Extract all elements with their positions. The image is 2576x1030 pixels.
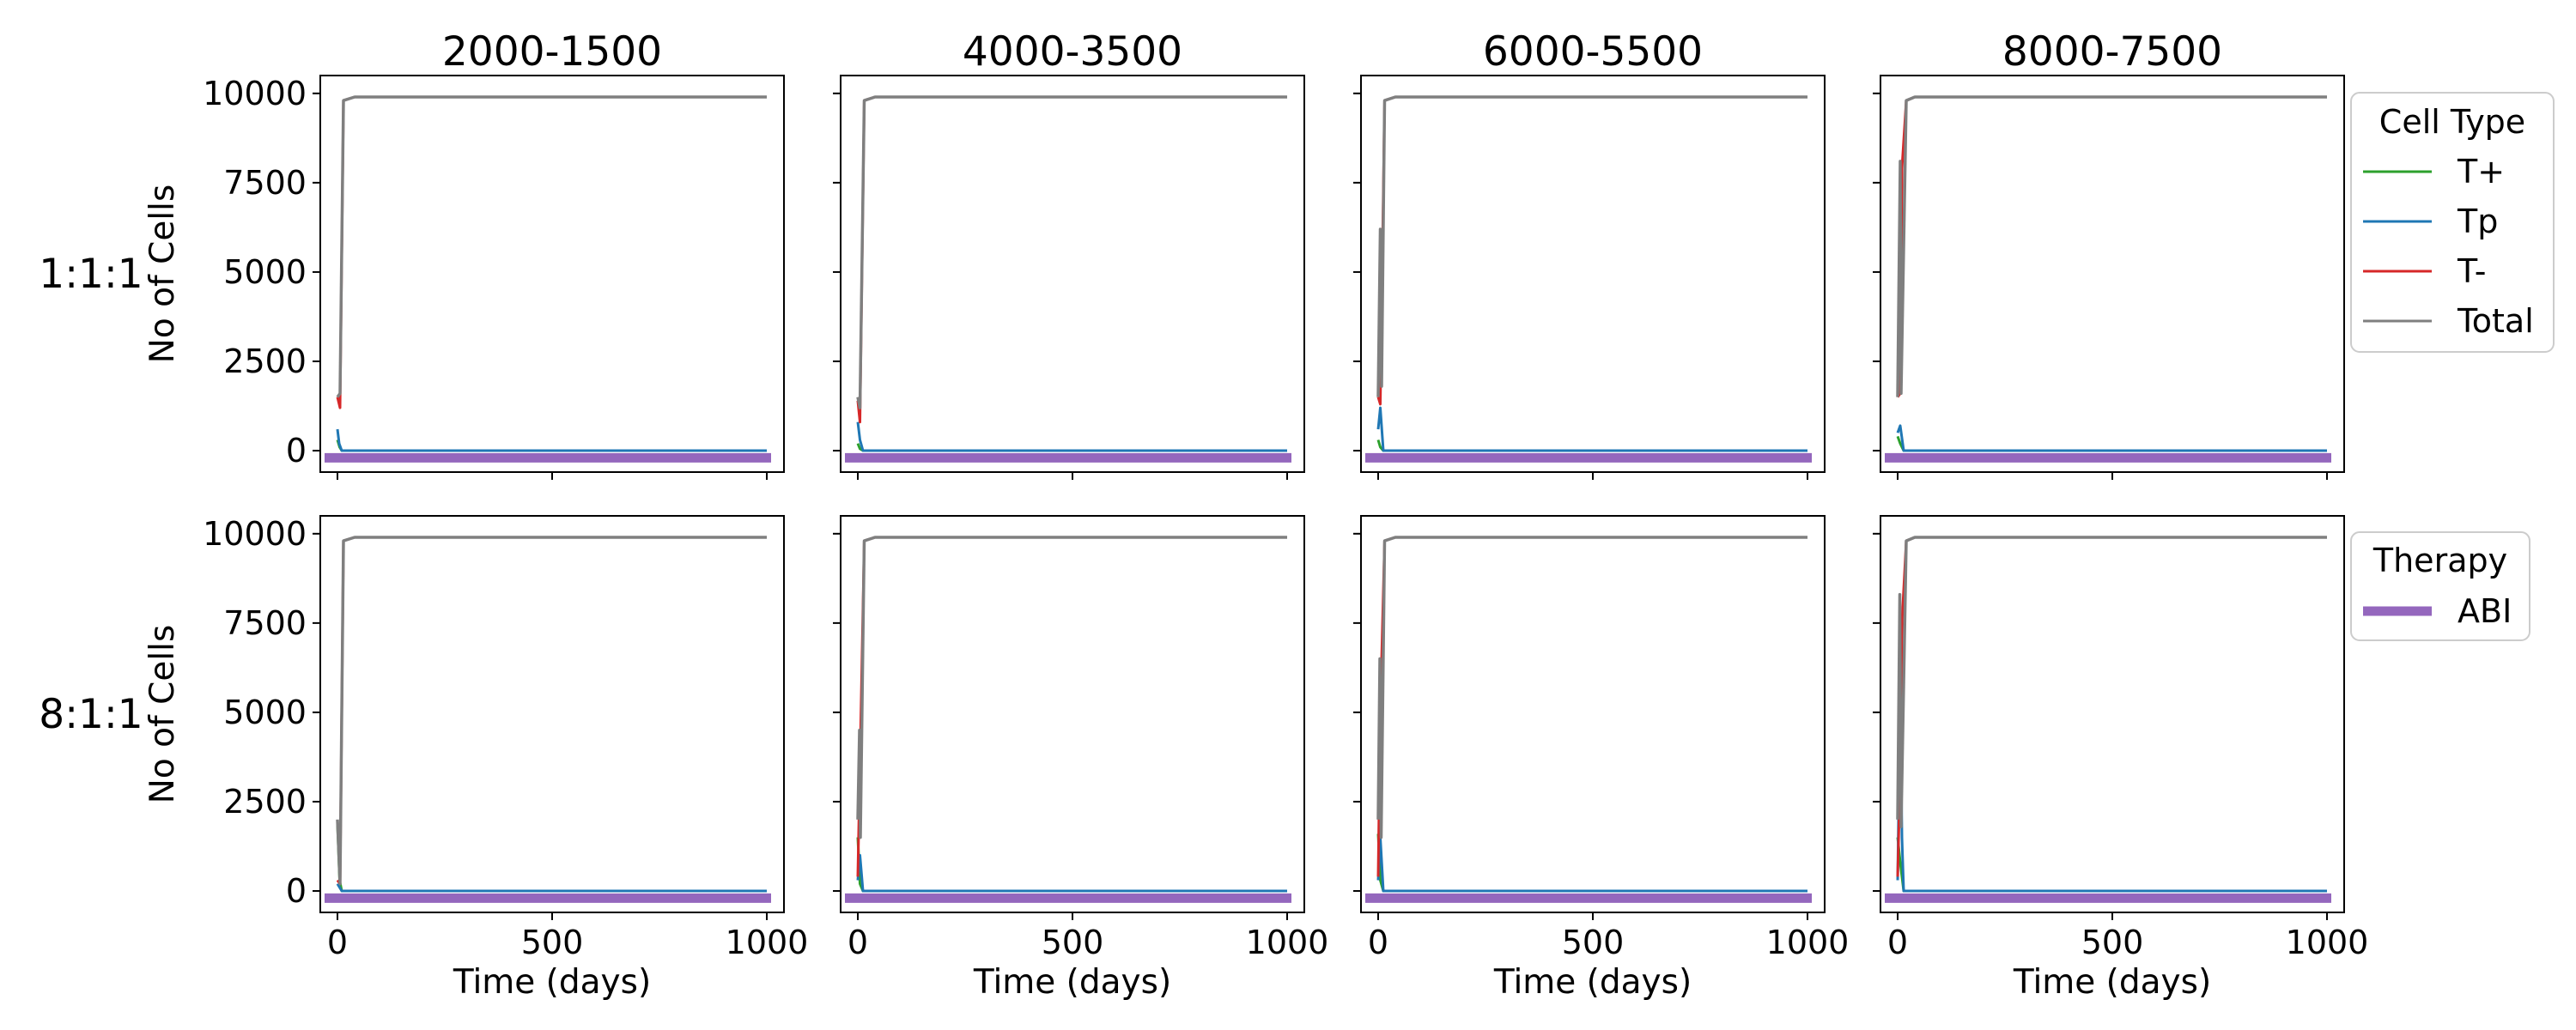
y-tick-label: 7500	[223, 604, 307, 642]
plot-frame	[1880, 75, 2345, 473]
series-line-tminus	[856, 536, 1287, 877]
x-tick-label: 500	[1042, 924, 1104, 961]
y-tick-label: 0	[286, 872, 307, 910]
plot-frame	[319, 515, 785, 913]
x-axis-label: Time (days)	[973, 963, 1171, 1002]
x-tick-label: 1000	[2286, 924, 2369, 961]
series-line-total	[856, 95, 1287, 409]
plot-frame	[840, 75, 1305, 473]
legend-label: T+	[2457, 153, 2505, 191]
series-line-tminus	[1896, 536, 2327, 877]
row-label: 1:1:1	[39, 251, 143, 298]
y-tick-label: 7500	[223, 164, 307, 202]
column-titles: 2000-1500 4000-3500 6000-5500 8000-7500	[442, 28, 2222, 76]
legend-entry: T-	[2363, 252, 2486, 290]
x-axis-label: Time (days)	[2013, 963, 2211, 1002]
series-line-tp	[1896, 689, 2327, 893]
legend-entry: Total	[2363, 302, 2534, 340]
x-tick-label: 1000	[1766, 924, 1850, 961]
x-tick-label: 500	[2081, 924, 2144, 961]
legend-label: T-	[2457, 252, 2486, 290]
series-line-tp	[336, 428, 767, 452]
legend-therapy-title: Therapy	[2372, 542, 2507, 579]
legend-label: Tp	[2457, 203, 2498, 240]
y-tick-label: 10000	[203, 75, 307, 112]
column-title: 2000-1500	[442, 28, 662, 76]
row-labels: 1:1:1 8:1:1	[39, 251, 143, 738]
legend-cell-type: Cell Type T+ Tp T- Total	[2350, 92, 2555, 353]
series-line-tminus	[336, 95, 767, 409]
series-line-total	[1896, 536, 2327, 828]
y-tick-label: 0	[286, 432, 307, 470]
x-tick-label: 0	[327, 924, 348, 961]
series-line-tplus	[1896, 435, 2327, 452]
subplot: 0 500 1000 Time (days)	[1353, 515, 1850, 1002]
legend-therapy: Therapy ABI	[2350, 531, 2530, 641]
y-tick-label: 10000	[203, 515, 307, 553]
series-line-total	[336, 95, 767, 398]
series-line-tminus	[1376, 95, 1807, 406]
legend-entry: ABI	[2363, 592, 2512, 630]
series-line-tplus	[856, 837, 1287, 893]
x-tick-label: 0	[1887, 924, 1908, 961]
legend-entry: T+	[2363, 153, 2505, 191]
row-label: 8:1:1	[39, 691, 143, 738]
subplot	[833, 75, 1305, 480]
y-tick-label: 5000	[223, 253, 307, 291]
y-tick-label: 5000	[223, 694, 307, 731]
x-axis-label: Time (days)	[453, 963, 651, 1002]
series-line-tplus	[336, 439, 767, 452]
subplot	[1873, 75, 2345, 480]
series-line-tp	[1376, 406, 1807, 452]
plot-frame	[840, 515, 1305, 913]
subplot: 0 500 1000 Time (days)	[833, 515, 1329, 1002]
y-tick-label: 2500	[223, 342, 307, 380]
series-line-tminus	[856, 95, 1287, 424]
series-line-tminus	[1896, 95, 2327, 398]
x-tick-label: 0	[848, 924, 868, 961]
series-line-total	[1376, 95, 1807, 397]
series-line-tp	[856, 853, 1287, 893]
series-line-tplus	[1376, 439, 1807, 452]
series-line-tplus	[1896, 837, 2327, 893]
series-line-tp	[1896, 424, 2327, 452]
series-line-total	[856, 536, 1287, 839]
subplot: 0 500 1000 Time (days)	[1873, 515, 2369, 1002]
series-line-tplus	[336, 822, 767, 893]
series-line-tminus	[336, 536, 767, 886]
series-line-total	[336, 536, 767, 886]
plot-frame	[1880, 515, 2345, 913]
x-tick-label: 500	[1562, 924, 1625, 961]
legend-label: ABI	[2458, 592, 2512, 630]
series-line-tplus	[1376, 833, 1807, 893]
column-title: 4000-3500	[963, 28, 1182, 76]
series-line-tp	[1376, 836, 1807, 893]
series-line-tp	[336, 882, 767, 893]
legend-entry: Tp	[2363, 203, 2498, 240]
y-axis-label: No of Cells	[143, 185, 182, 364]
series-line-total	[1376, 536, 1807, 839]
series-line-tminus	[1376, 536, 1807, 877]
column-title: 6000-5500	[1483, 28, 1703, 76]
legend-cell-type-title: Cell Type	[2379, 103, 2525, 141]
plot-frame	[319, 75, 785, 473]
legend-label: Total	[2457, 302, 2534, 340]
y-tick-label: 2500	[223, 783, 307, 821]
x-tick-label: 1000	[1246, 924, 1329, 961]
plot-frame	[1360, 515, 1826, 913]
x-tick-label: 0	[1368, 924, 1388, 961]
subplot	[1353, 75, 1826, 480]
x-tick-label: 1000	[726, 924, 809, 961]
plot-frame	[1360, 75, 1826, 473]
series-line-tp	[856, 421, 1287, 452]
y-axis-label: No of Cells	[143, 625, 182, 804]
subplot: 0 2500 5000 7500 10000 No of Cells	[143, 75, 785, 480]
x-axis-label: Time (days)	[1493, 963, 1692, 1002]
column-title: 8000-7500	[2002, 28, 2222, 76]
x-tick-label: 500	[521, 924, 584, 961]
series-line-total	[1896, 95, 2327, 397]
